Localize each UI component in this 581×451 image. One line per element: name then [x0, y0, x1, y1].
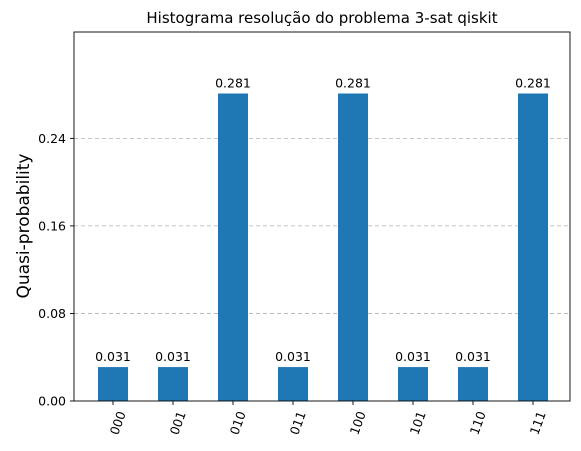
x-tick-label-000: 000 [107, 409, 129, 437]
data-label-101: 0.031 [395, 349, 431, 364]
bar-100 [338, 93, 368, 401]
chart-title: Histograma resolução do problema 3-sat q… [146, 9, 497, 27]
x-tick-label-010: 010 [227, 409, 249, 437]
data-labels-layer: 0.031 0.031 0.281 0.031 0.281 0.031 0.031 0.281 [95, 76, 551, 365]
data-label-111: 0.281 [515, 76, 551, 91]
x-tick-label-001: 001 [167, 409, 189, 437]
y-tick-label-1: 0.08 [38, 306, 66, 321]
bar-000 [98, 367, 128, 401]
y-tick-label-3: 0.24 [38, 131, 66, 146]
data-label-011: 0.031 [275, 349, 311, 364]
grid-layer [74, 137, 570, 314]
x-tick-label-101: 101 [407, 409, 429, 437]
x-tick-label-111: 111 [527, 409, 549, 437]
bar-101 [398, 367, 428, 401]
bars-layer [98, 93, 548, 401]
y-tick-label-2: 0.16 [38, 218, 66, 233]
bar-011 [278, 367, 308, 401]
x-tick-label-011: 011 [287, 409, 309, 437]
data-label-100: 0.281 [335, 76, 371, 91]
bar-111 [518, 93, 548, 401]
x-tick-label-100: 100 [347, 409, 369, 437]
plot-frame [73, 31, 571, 402]
y-tick-label-0: 0.00 [38, 394, 66, 409]
y-axis-label: Quasi-probability [14, 154, 34, 299]
bar-001 [158, 367, 188, 401]
data-label-010: 0.281 [215, 76, 251, 91]
x-tick-label-110: 110 [467, 409, 489, 437]
data-label-000: 0.031 [95, 349, 131, 364]
data-label-001: 0.031 [155, 349, 191, 364]
bar-110 [458, 367, 488, 401]
bar-010 [218, 93, 248, 401]
data-label-110: 0.031 [455, 349, 491, 364]
